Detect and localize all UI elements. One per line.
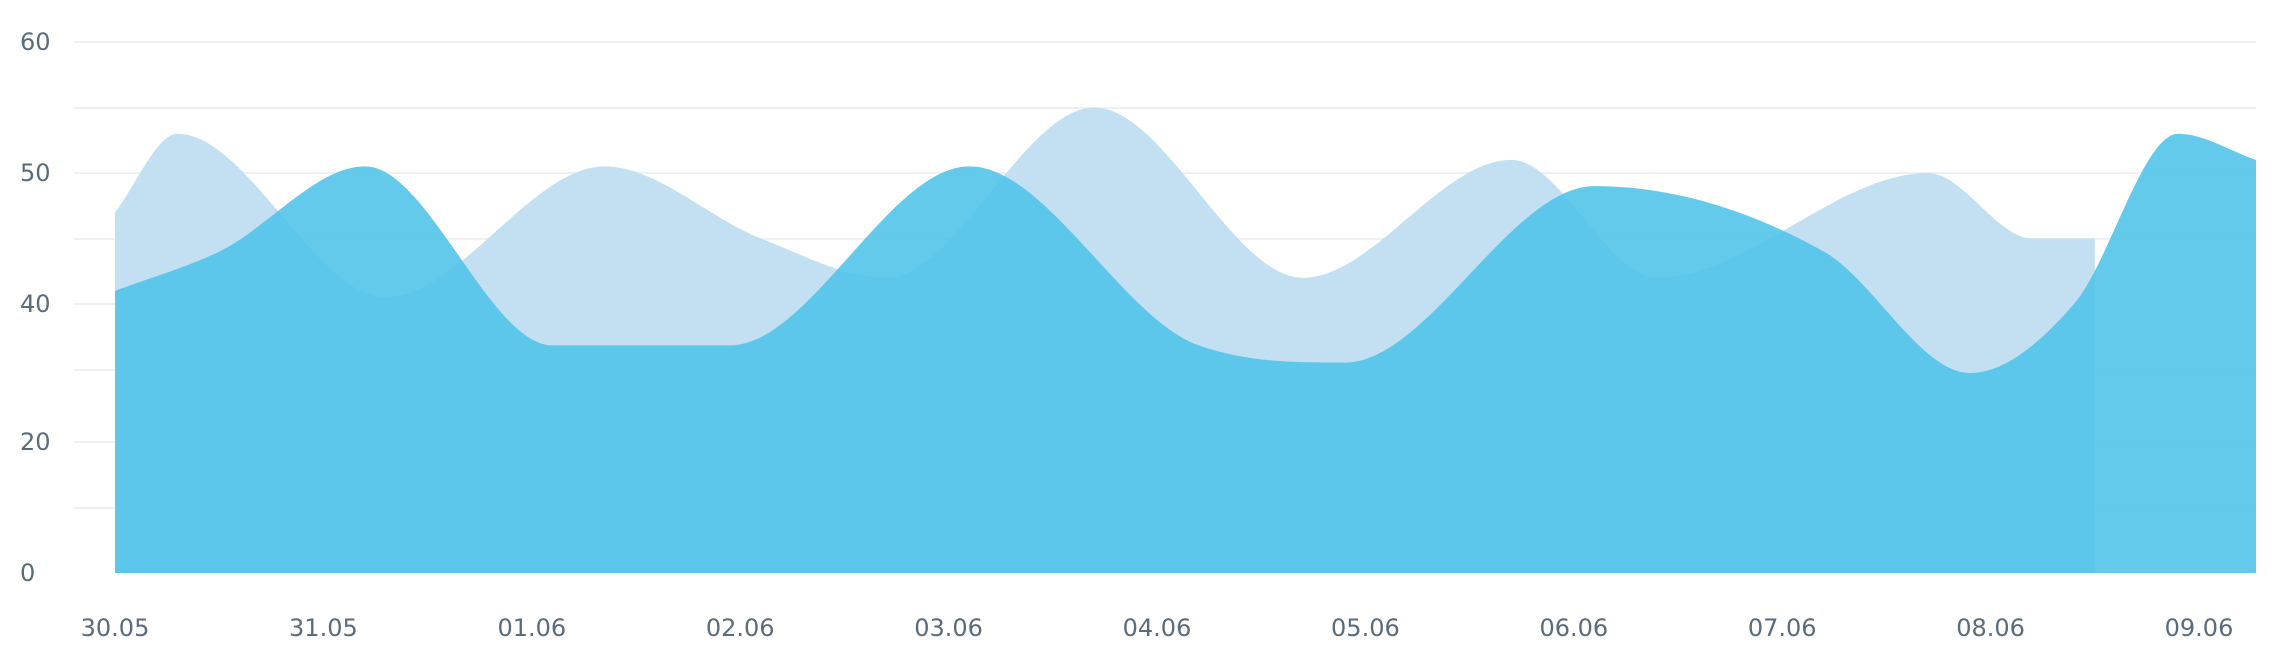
- y-tick-label: 20: [20, 428, 51, 456]
- x-tick-label: 04.06: [1123, 614, 1192, 642]
- x-axis-labels: 30.05 31.05 01.06 02.06 03.06 04.06 05.06 06.06…: [81, 614, 2234, 642]
- y-tick-label: 60: [20, 28, 51, 56]
- x-tick-label: 05.06: [1331, 614, 1400, 642]
- x-tick-label: 03.06: [914, 614, 983, 642]
- series-area-2: [115, 133, 2256, 573]
- x-tick-label: 09.06: [2165, 614, 2234, 642]
- y-tick-label: 0: [20, 559, 35, 587]
- x-tick-label: 30.05: [81, 614, 150, 642]
- x-tick-label: 07.06: [1748, 614, 1817, 642]
- y-tick-label: 40: [20, 290, 51, 318]
- y-axis-labels: 0 20 40 50 60: [20, 28, 51, 587]
- x-tick-label: 02.06: [706, 614, 775, 642]
- x-tick-label: 08.06: [1956, 614, 2025, 642]
- x-tick-label: 31.05: [289, 614, 358, 642]
- x-tick-label: 06.06: [1539, 614, 1608, 642]
- y-tick-label: 50: [20, 159, 51, 187]
- series-areas: [115, 107, 2256, 573]
- x-tick-label: 01.06: [497, 614, 566, 642]
